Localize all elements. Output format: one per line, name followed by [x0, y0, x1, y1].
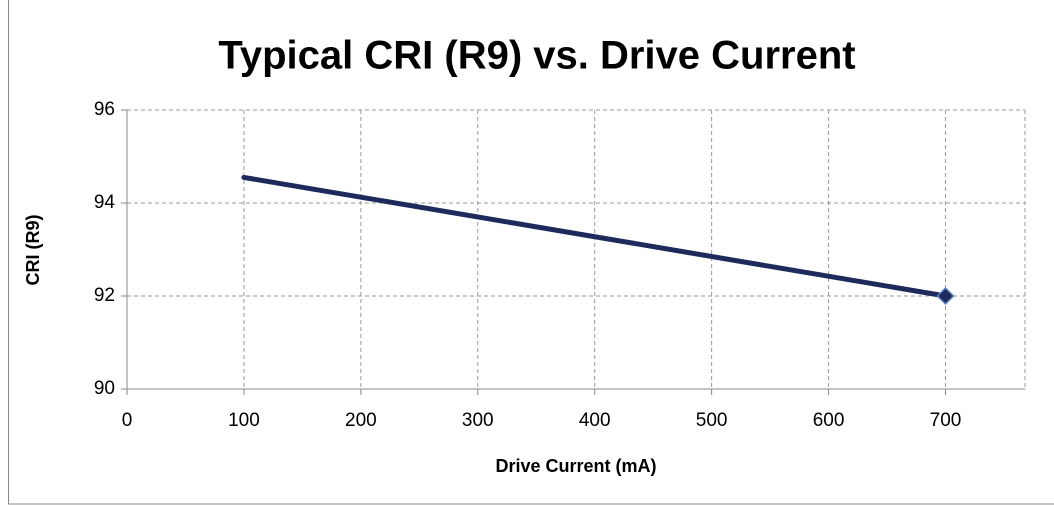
point-marker — [936, 286, 955, 306]
y-axis-label: CRI (R9) — [23, 214, 43, 285]
x-tick-label: 300 — [462, 410, 494, 431]
x-tick-label: 400 — [579, 410, 611, 431]
x-tick-label: 700 — [930, 410, 962, 431]
x-tick-label: 0 — [122, 410, 133, 431]
y-tick-label: 90 — [94, 378, 115, 399]
x-axis-label: Drive Current (mA) — [495, 456, 656, 476]
chart-title: Typical CRI (R9) vs. Drive Current — [218, 34, 855, 78]
chart-frame — [8, 0, 1054, 505]
x-tick-label: 600 — [813, 410, 845, 431]
y-tick-label: 92 — [94, 285, 115, 306]
x-tick-label: 100 — [228, 410, 260, 431]
x-tick-label: 200 — [345, 410, 377, 431]
y-tick-label: 94 — [94, 192, 116, 213]
y-tick-label: 96 — [94, 99, 115, 120]
x-tick-label: 500 — [696, 410, 728, 431]
series-line — [241, 174, 948, 299]
